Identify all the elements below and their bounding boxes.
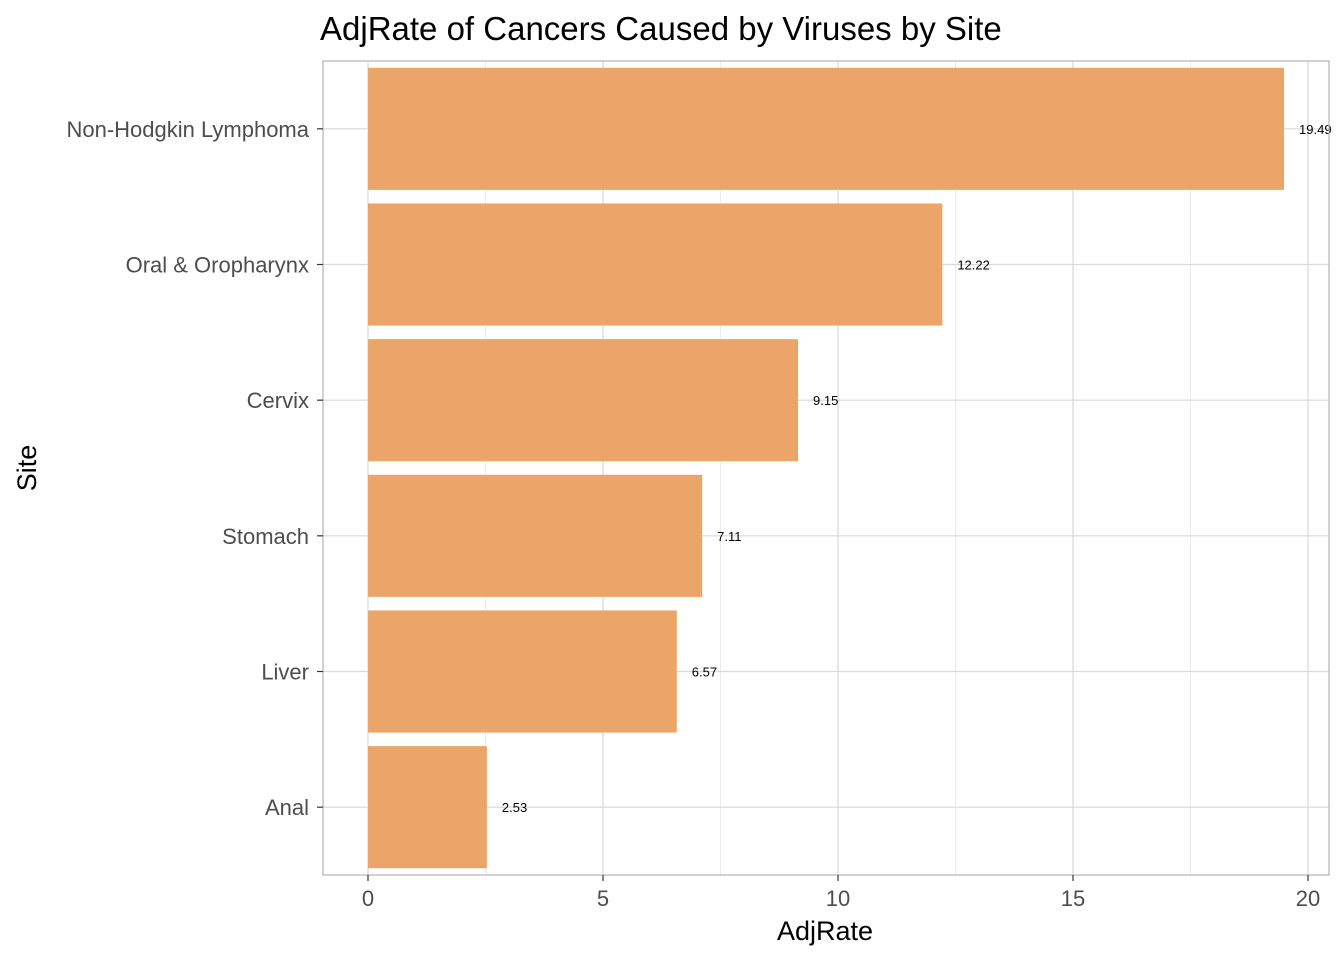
bars <box>368 67 1285 869</box>
panel-border <box>322 60 1330 876</box>
y-tick-label: Liver <box>261 660 309 685</box>
data-label: 6.57 <box>692 665 717 680</box>
x-tick-label: 10 <box>826 886 850 911</box>
data-label: 2.53 <box>502 800 527 815</box>
x-tick-label: 15 <box>1061 886 1085 911</box>
bar <box>368 339 799 462</box>
x-tick-label: 20 <box>1296 886 1320 911</box>
bar <box>368 474 703 597</box>
x-tick-label: 0 <box>362 886 374 911</box>
y-tick-label: Anal <box>265 795 309 820</box>
y-axis-title: Site <box>12 445 42 492</box>
x-tick-label: 5 <box>597 886 609 911</box>
x-axis-title: AdjRate <box>777 916 873 946</box>
data-label: 7.11 <box>717 529 741 544</box>
data-labels: 19.49 12.22 9.15 7.11 6.57 2.53 <box>502 122 1332 815</box>
bar <box>368 67 1285 190</box>
bar <box>368 203 943 326</box>
axes: 0 5 10 15 20 Non-Hodgkin Lymphoma Oral & Oroph… <box>66 117 1320 911</box>
data-label: 12.22 <box>957 258 990 273</box>
y-tick-label: Stomach <box>222 524 309 549</box>
y-tick-label: Non-Hodgkin Lymphoma <box>66 117 309 142</box>
data-label: 9.15 <box>813 393 838 408</box>
y-tick-label: Cervix <box>247 388 309 413</box>
chart-title: AdjRate of Cancers Caused by Viruses by … <box>320 10 1002 47</box>
bar <box>368 610 677 733</box>
bar <box>368 746 487 869</box>
y-tick-label: Oral & Oropharynx <box>126 253 309 278</box>
data-label: 19.49 <box>1299 122 1332 137</box>
